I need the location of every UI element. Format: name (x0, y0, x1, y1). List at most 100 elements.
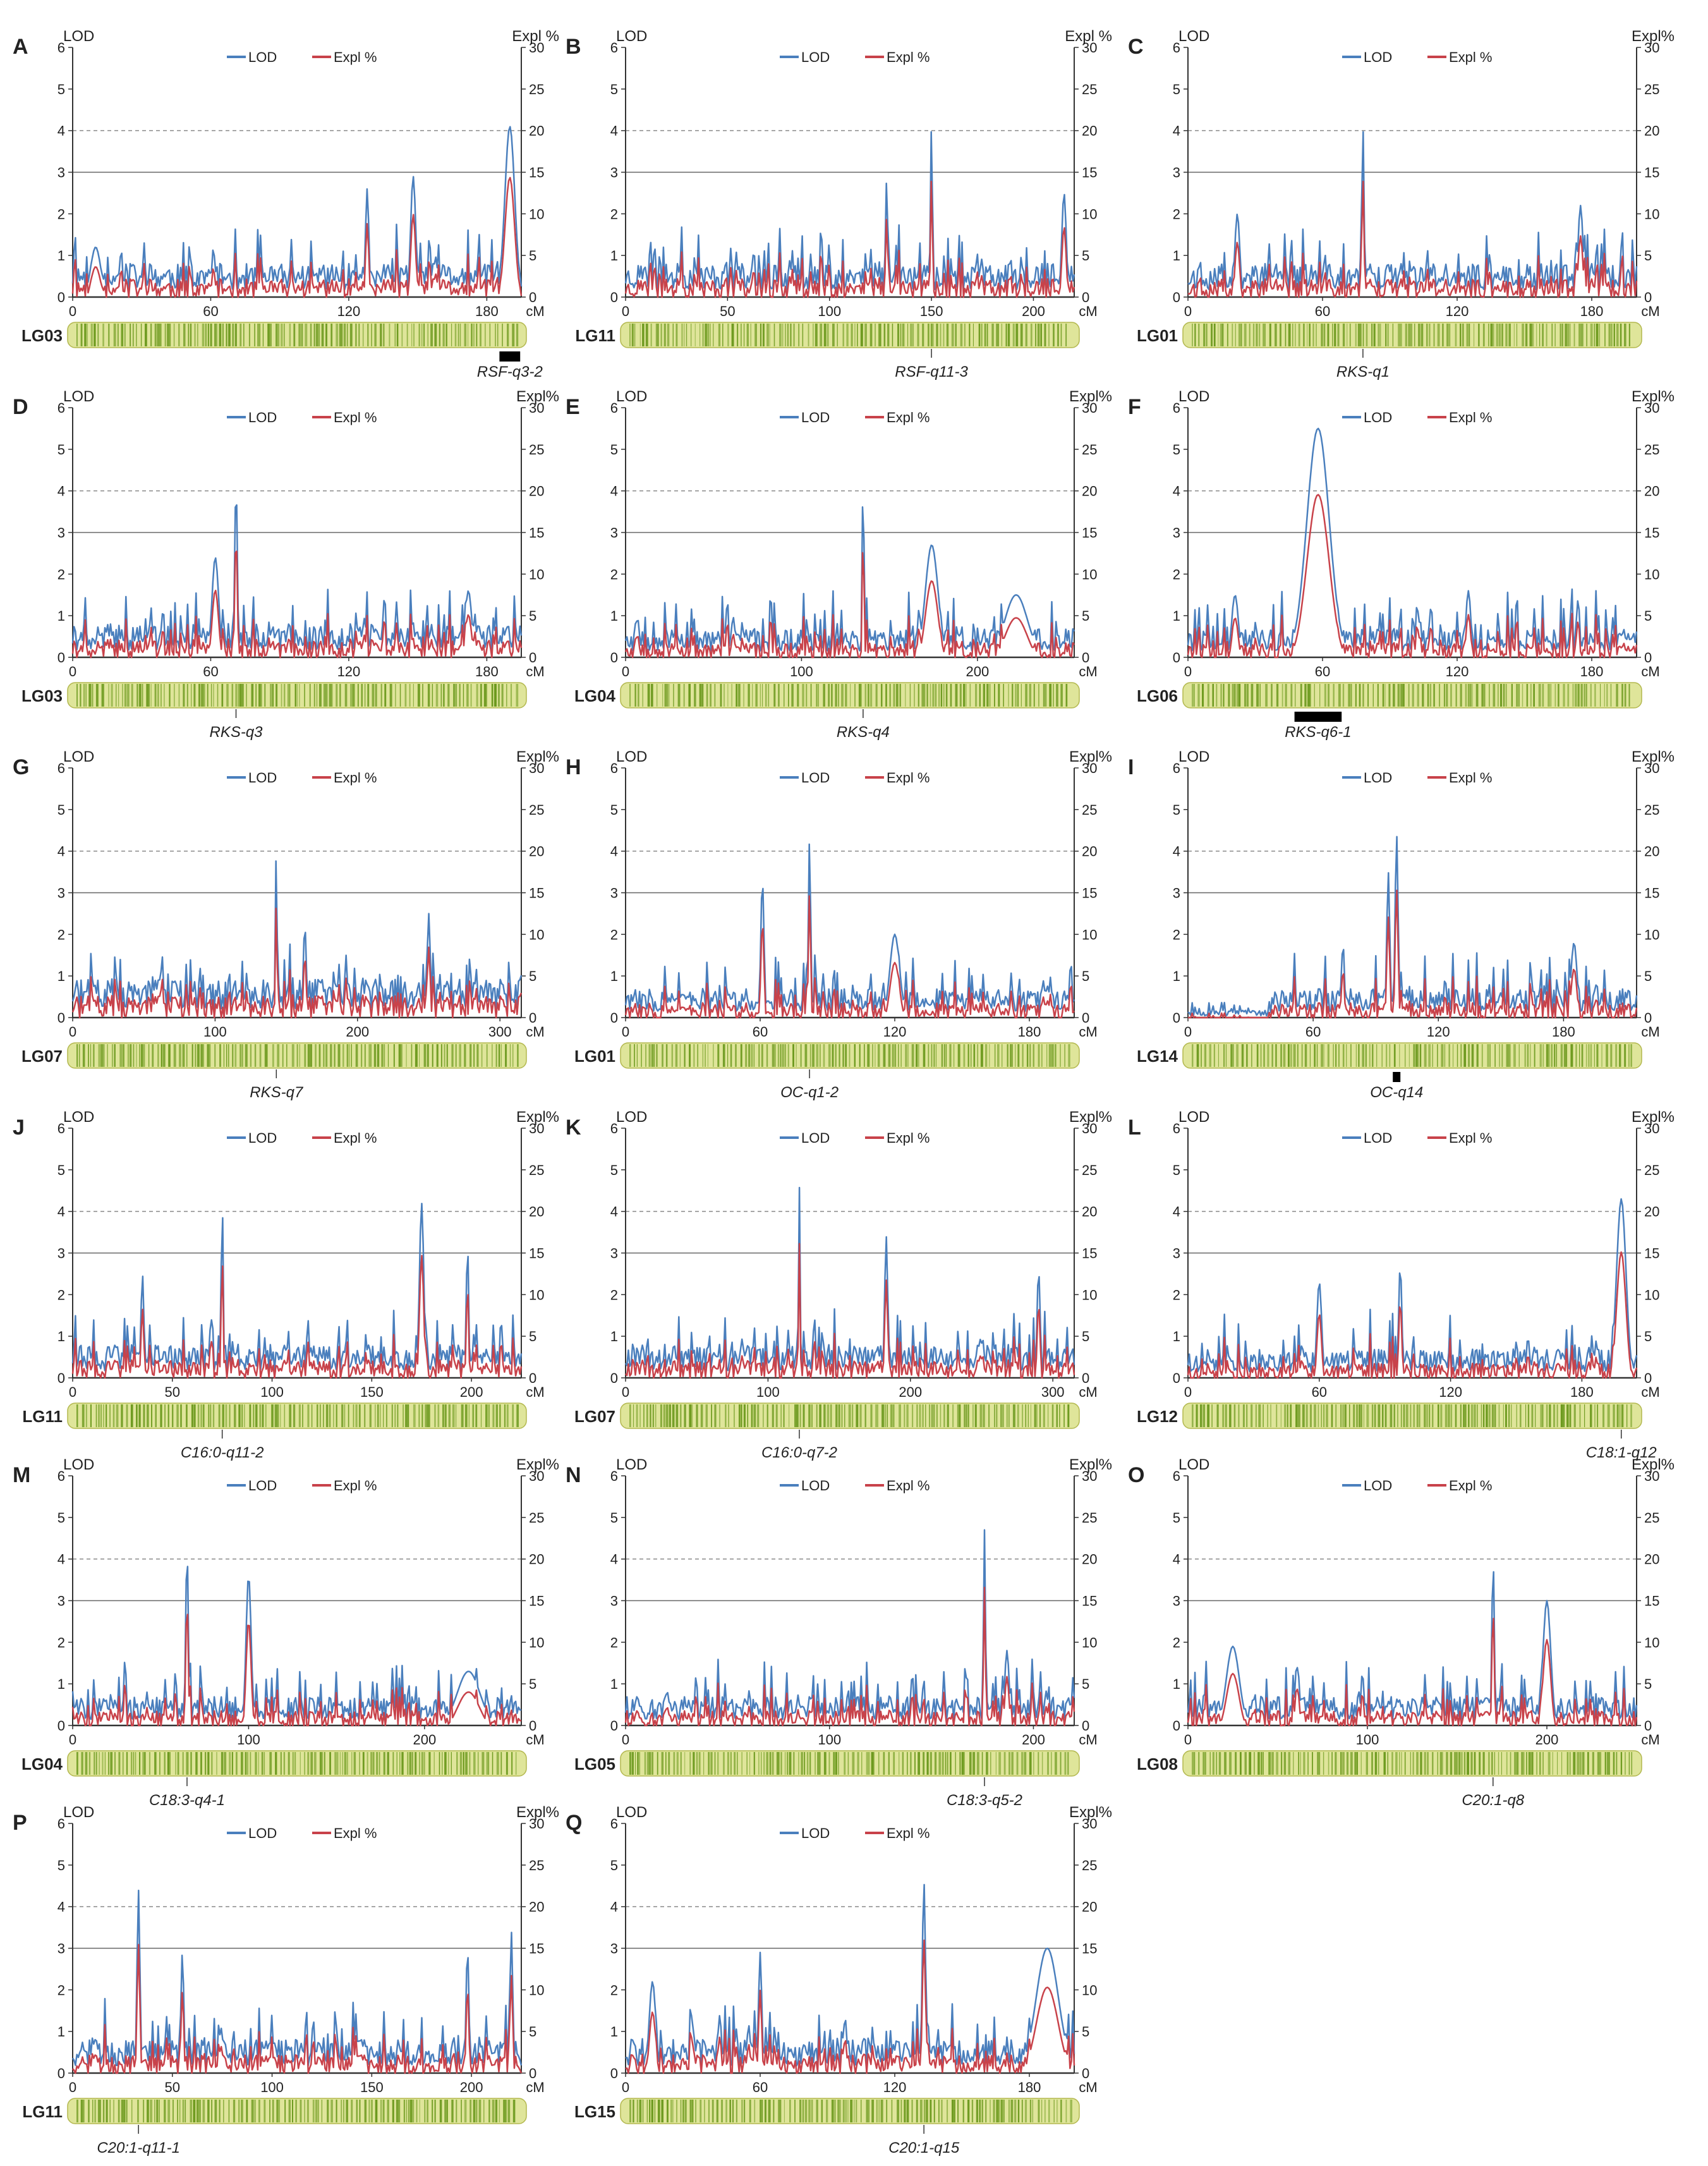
expl-tick-label: 0 (1082, 289, 1089, 305)
lod-tick-label: 1 (58, 248, 65, 264)
chromosome-marker (137, 2100, 139, 2122)
chromosome-marker (451, 324, 452, 346)
expl-tick-label: 30 (1082, 40, 1097, 56)
expl-tick-label: 20 (1644, 1204, 1659, 1220)
chromosome-marker (1268, 1752, 1271, 1775)
chromosome-marker (463, 1752, 464, 1775)
expl-tick-label: 30 (1082, 760, 1097, 776)
cm-tick-label: 60 (203, 303, 218, 319)
chromosome-marker (1522, 684, 1523, 707)
chromosome-marker (930, 684, 931, 707)
cm-unit-label: cM (1641, 303, 1659, 319)
chromosome-marker (1400, 1404, 1402, 1427)
panel-letter: Q (566, 1811, 582, 1835)
expl-tick-label: 15 (529, 1593, 544, 1609)
chromosome-marker (464, 1044, 466, 1067)
chromosome-marker (790, 324, 792, 346)
chromosome-marker (1303, 324, 1305, 346)
chromosome-marker (1428, 1044, 1431, 1067)
chromosome-marker (336, 324, 339, 346)
chromosome-marker (317, 1404, 318, 1427)
lod-tick-label: 4 (1173, 1552, 1180, 1567)
chromosome-marker (930, 2100, 932, 2122)
expl-tick-label: 10 (1082, 1634, 1097, 1650)
chromosome-marker (1359, 684, 1361, 707)
chromosome-marker (1445, 1404, 1448, 1427)
chromosome-marker (745, 1044, 748, 1067)
chromosome-marker (214, 324, 217, 346)
chromosome-marker (893, 1404, 895, 1427)
chromosome-marker (993, 2100, 995, 2122)
chromosome-marker (1316, 324, 1317, 346)
chromosome-marker (840, 2100, 841, 2122)
chromosome-marker (226, 1044, 227, 1067)
chromosome-marker (933, 2100, 935, 2122)
chromosome-marker (1432, 1044, 1433, 1067)
chromosome-marker (1575, 1044, 1577, 1067)
chromosome-marker (396, 324, 399, 346)
chromosome-marker (499, 1404, 501, 1427)
expl-curve (1187, 494, 1638, 659)
chromosome-marker (342, 1752, 343, 1775)
chromosome-marker (963, 684, 966, 707)
chromosome-marker (444, 2100, 447, 2122)
chromosome-marker (1041, 1044, 1043, 1067)
chromosome-marker (1604, 324, 1606, 346)
chromosome-marker (428, 1752, 431, 1775)
chromosome-marker (214, 2100, 217, 2122)
lod-tick-label: 5 (58, 802, 65, 818)
chromosome-marker (1450, 684, 1452, 707)
chromosome-marker (314, 1752, 317, 1775)
chromosome-marker (1579, 1404, 1581, 1427)
chromosome-marker (1616, 324, 1619, 346)
chromosome-marker (186, 684, 188, 707)
chromosome-marker (1608, 324, 1611, 346)
chromosome-marker (673, 1752, 675, 1775)
lod-tick-label: 6 (58, 1468, 65, 1484)
chromosome-marker (967, 1044, 969, 1067)
chromosome-marker (164, 1752, 166, 1775)
chromosome-marker (665, 1044, 668, 1067)
chromosome-marker (516, 324, 519, 346)
chromosome-marker (366, 1752, 368, 1775)
chromosome-marker (1304, 684, 1307, 707)
chromosome-marker (834, 2100, 836, 2122)
chromosome-marker (118, 684, 119, 707)
expl-tick-label: 25 (1644, 802, 1659, 818)
chromosome-marker (688, 684, 691, 707)
chromosome-marker (701, 684, 704, 707)
cm-tick-label: 100 (1356, 1732, 1379, 1748)
chromosome-marker (1194, 1752, 1196, 1775)
chromosome-marker (1630, 1404, 1632, 1427)
chromosome-marker (907, 324, 909, 346)
chromosome-marker (350, 684, 353, 707)
chromosome-marker (393, 1044, 395, 1067)
chromosome-marker (1493, 324, 1494, 346)
chromosome-marker (1508, 324, 1511, 346)
chromosome-marker (1221, 324, 1224, 346)
chromosome-marker (1594, 1404, 1596, 1427)
chromosome-marker (897, 324, 899, 346)
chromosome-marker (1626, 1404, 1628, 1427)
chromosome-marker (648, 1044, 651, 1067)
qtl-label: RKS-q7 (250, 1084, 304, 1101)
chromosome-marker (912, 1404, 914, 1427)
lod-tick-label: 1 (610, 968, 618, 984)
chromosome-marker (1039, 1404, 1041, 1427)
chromosome-marker (1546, 324, 1547, 346)
lod-tick-label: 3 (610, 1593, 618, 1609)
chromosome-marker (775, 1404, 778, 1427)
chromosome-marker (848, 1404, 851, 1427)
chromosome-marker (847, 2100, 849, 2122)
lod-tick-label: 5 (58, 442, 65, 458)
expl-tick-label: 25 (1082, 802, 1097, 818)
chromosome-marker (392, 2100, 394, 2122)
chromosome-marker (1333, 1044, 1334, 1067)
chromosome-marker (991, 324, 994, 346)
chromosome-marker (1563, 684, 1565, 707)
legend-lod-label: LOD (248, 410, 277, 425)
chromosome-marker (1413, 1044, 1415, 1067)
chromosome-marker (1584, 1404, 1585, 1427)
chromosome-marker (816, 2100, 818, 2122)
chromosome-marker (269, 1752, 272, 1775)
